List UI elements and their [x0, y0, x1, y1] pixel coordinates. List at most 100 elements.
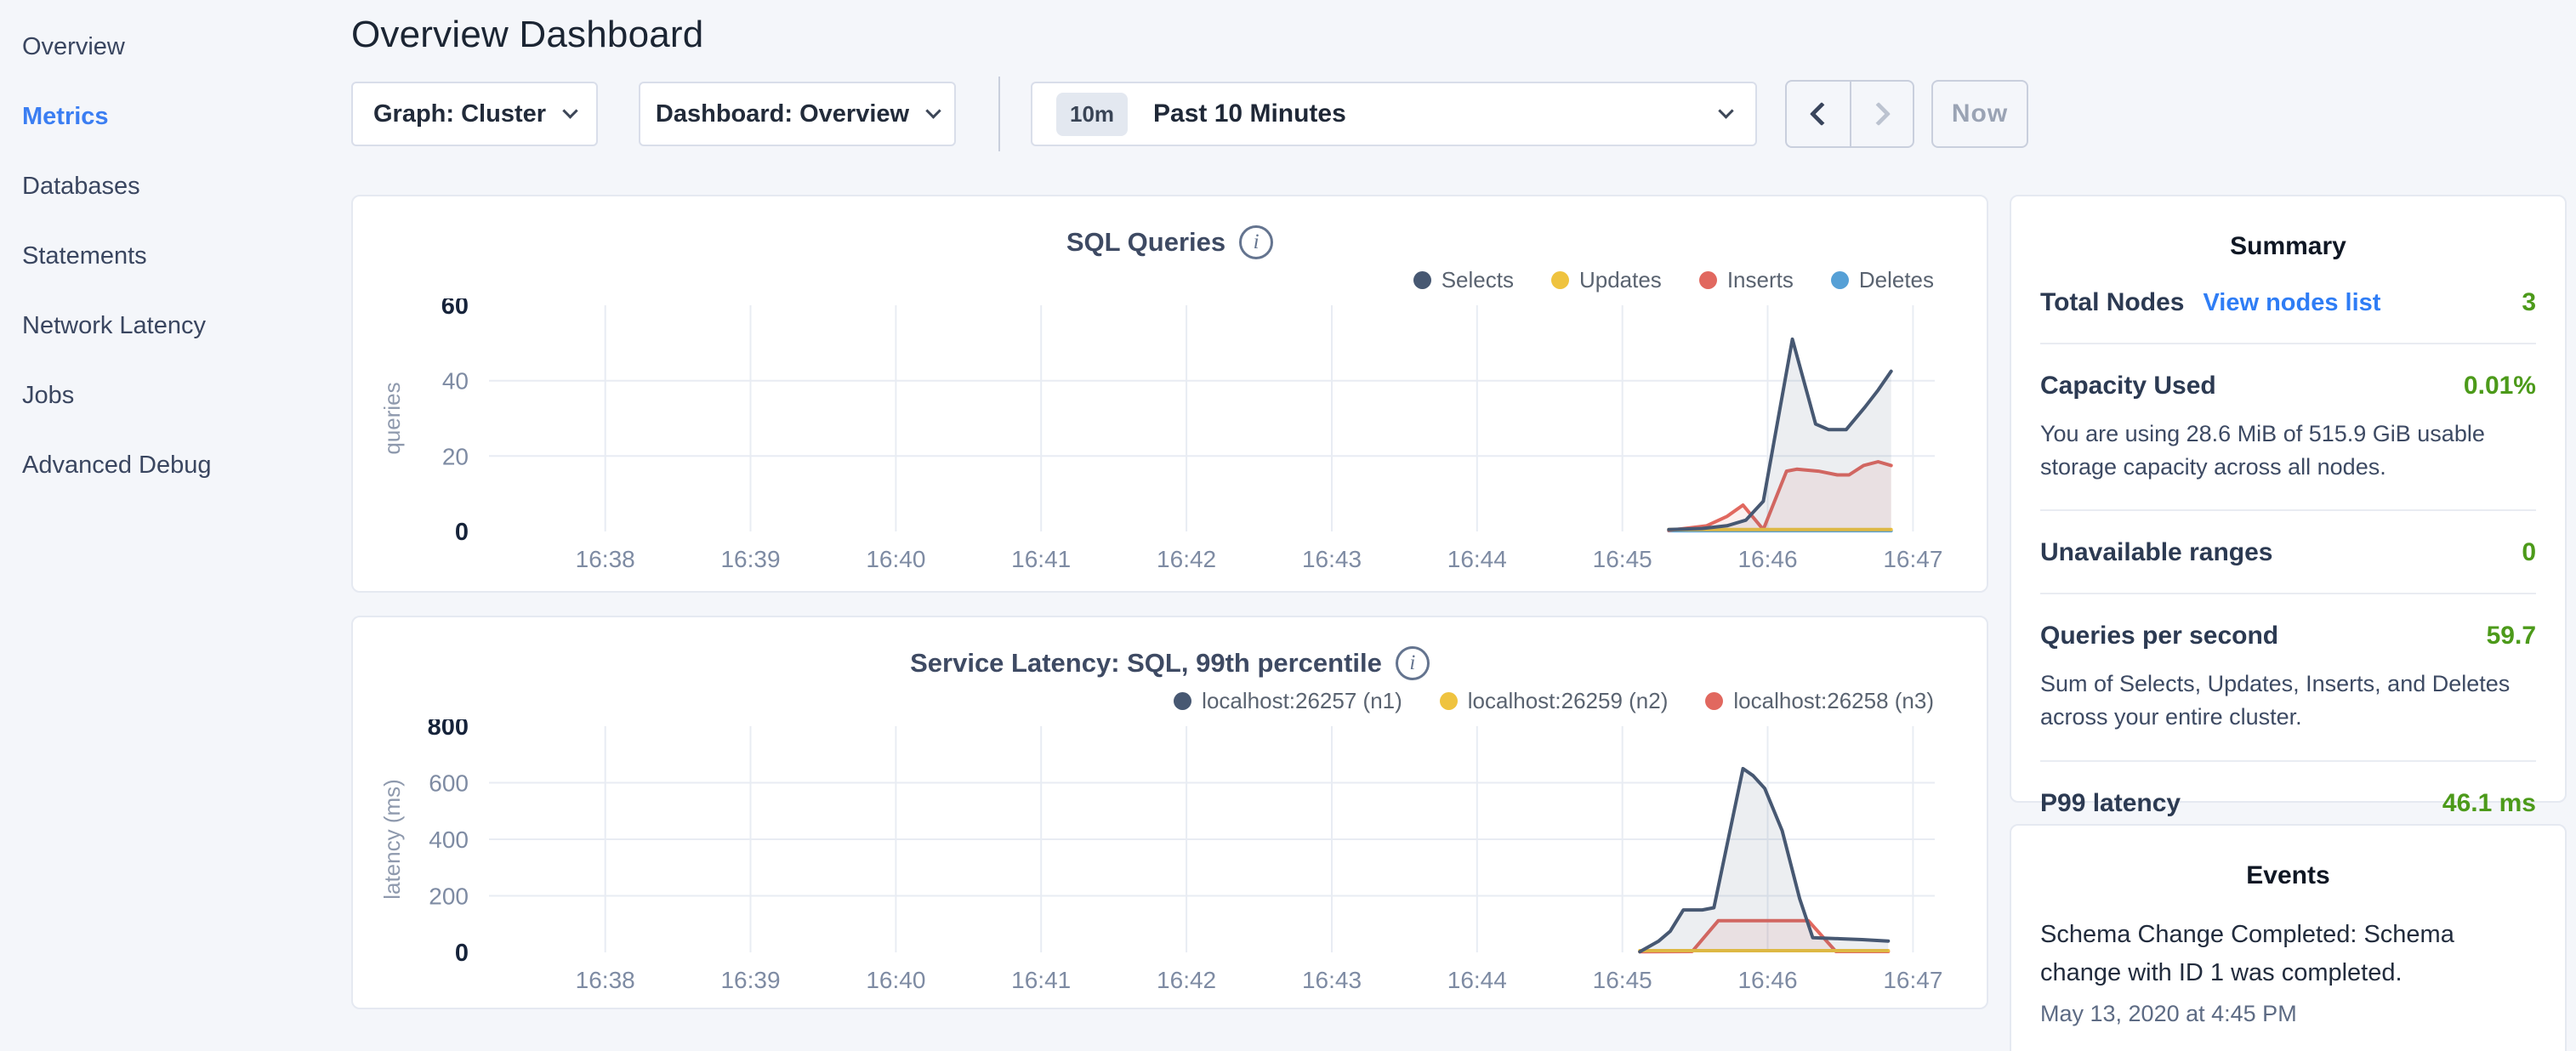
summary-row-top: Capacity Used 0.01%: [2040, 372, 2536, 401]
chevron-down-icon: [925, 103, 941, 118]
x-tick-label: 16:42: [1157, 967, 1216, 993]
x-tick-label: 16:46: [1737, 546, 1797, 572]
dashboard-dropdown-label: Dashboard: Overview: [656, 100, 909, 128]
x-tick-label: 16:41: [1011, 967, 1071, 993]
events-title: Events: [2040, 861, 2536, 890]
y-tick-label: 200: [429, 883, 469, 910]
graph-dropdown[interactable]: Graph: Cluster: [351, 82, 598, 146]
legend-item: Inserts: [1699, 267, 1794, 293]
legend-dot-icon: [1551, 271, 1569, 289]
charts-column: SQL Queries i Selects Updates Inserts Delet…: [351, 195, 1988, 1009]
x-tick-label: 16:47: [1883, 967, 1942, 993]
y-tick-label: 40: [442, 368, 469, 395]
legend-dot-icon: [1699, 271, 1717, 289]
legend-item: Selects: [1413, 267, 1514, 293]
time-window-badge: 10m: [1056, 93, 1128, 136]
legend-dot-icon: [1440, 692, 1458, 710]
legend-item: Deletes: [1831, 267, 1934, 293]
summary-row-description: You are using 28.6 MiB of 515.9 GiB usab…: [2040, 418, 2536, 484]
summary-row-value: 0.01%: [2464, 372, 2536, 401]
events-panel: Events Schema Change Completed: Schema c…: [2010, 824, 2567, 1051]
y-tick-label: 60: [441, 298, 469, 320]
page-title: Overview Dashboard: [351, 14, 2576, 56]
y-tick-label: 600: [429, 770, 469, 797]
sidebar-item-jobs[interactable]: Jobs: [22, 361, 340, 430]
summary-row-top: P99 latency 46.1 ms: [2040, 789, 2536, 818]
summary-row-label: P99 latency: [2040, 789, 2181, 818]
y-tick-label: 0: [455, 519, 469, 546]
x-tick-label: 16:39: [720, 967, 780, 993]
summary-row-capacity-used: Capacity Used 0.01% You are using 28.6 M…: [2040, 344, 2536, 511]
chart-legend: Selects Updates Inserts Deletes: [353, 264, 1987, 295]
chevron-down-icon: [562, 103, 577, 118]
summary-row-label: Queries per second: [2040, 622, 2278, 650]
summary-row-value: 46.1 ms: [2442, 789, 2536, 818]
summary-row-top: Unavailable ranges 0: [2040, 538, 2536, 567]
chart-title-row: Service Latency: SQL, 99th percentile i: [353, 645, 1987, 682]
content-row: SQL Queries i Selects Updates Inserts Delet…: [351, 195, 2576, 1051]
time-pager: [1785, 80, 1914, 148]
summary-row-value: 3: [2522, 288, 2536, 317]
chart-title: Service Latency: SQL, 99th percentile: [910, 648, 1382, 679]
chevron-right-icon: [1867, 102, 1891, 126]
x-tick-label: 16:41: [1011, 546, 1071, 572]
summary-row-top: Queries per second 59.7: [2040, 622, 2536, 650]
info-icon[interactable]: i: [1396, 646, 1430, 680]
chart-title-row: SQL Queries i: [353, 224, 1987, 261]
x-tick-label: 16:40: [866, 546, 925, 572]
x-tick-label: 16:38: [576, 546, 635, 572]
chevron-down-icon: [1718, 103, 1733, 118]
time-window-label: Past 10 Minutes: [1153, 99, 1346, 128]
legend-dot-icon: [1705, 692, 1723, 710]
main-content: Overview Dashboard Graph: Cluster Dashbo…: [340, 0, 2576, 1051]
legend-item: localhost:26259 (n2): [1440, 688, 1669, 714]
summary-row-description: Sum of Selects, Updates, Inserts, and De…: [2040, 668, 2536, 734]
controls-divider: [998, 77, 1000, 151]
right-column: Summary Total Nodes View nodes list 3 Ca…: [2010, 195, 2567, 1051]
event-timestamp: May 13, 2020 at 4:45 PM: [2040, 1001, 2536, 1027]
sidebar-item-databases[interactable]: Databases: [22, 151, 340, 221]
x-tick-label: 16:44: [1447, 546, 1507, 572]
now-button[interactable]: Now: [1931, 80, 2028, 148]
x-tick-label: 16:46: [1737, 967, 1797, 993]
x-tick-label: 16:42: [1157, 546, 1216, 572]
x-tick-label: 16:43: [1302, 546, 1362, 572]
controls-row: Graph: Cluster Dashboard: Overview 10m P…: [351, 82, 2576, 146]
x-tick-label: 16:40: [866, 967, 925, 993]
sidebar-item-overview[interactable]: Overview: [22, 12, 340, 82]
x-tick-label: 16:44: [1447, 967, 1507, 993]
sidebar-item-advanced-debug[interactable]: Advanced Debug: [22, 430, 340, 500]
sidebar-item-metrics[interactable]: Metrics: [22, 82, 340, 151]
summary-row-label: Unavailable ranges: [2040, 538, 2272, 567]
sidebar-item-statements[interactable]: Statements: [22, 221, 340, 291]
prev-time-button[interactable]: [1787, 82, 1850, 146]
sql-queries-plot: 16:3816:3916:4016:4116:4216:4316:4416:45…: [366, 298, 1973, 579]
next-time-button[interactable]: [1850, 82, 1913, 146]
summary-title: Summary: [2040, 232, 2536, 261]
sidebar-item-network-latency[interactable]: Network Latency: [22, 291, 340, 361]
legend-item: Updates: [1551, 267, 1662, 293]
summary-row-label: Capacity Used: [2040, 372, 2216, 401]
event-list-item[interactable]: Schema Change Completed: Schema change w…: [2040, 916, 2536, 1027]
series-area: [1640, 769, 1888, 952]
summary-panel: Summary Total Nodes View nodes list 3 Ca…: [2010, 195, 2567, 803]
legend-dot-icon: [1174, 692, 1191, 710]
summary-row-value: 59.7: [2487, 622, 2536, 650]
event-message: Schema Change Completed: Schema change w…: [2040, 916, 2536, 992]
y-axis-label: queries: [379, 382, 405, 454]
y-tick-label: 800: [428, 719, 469, 741]
x-tick-label: 16:45: [1593, 967, 1652, 993]
view-nodes-list-link[interactable]: View nodes list: [2203, 289, 2380, 317]
info-icon[interactable]: i: [1239, 225, 1273, 259]
summary-row-total-nodes: Total Nodes View nodes list 3: [2040, 261, 2536, 344]
x-tick-label: 16:43: [1302, 967, 1362, 993]
sidebar-nav: Overview Metrics Databases Statements Ne…: [22, 12, 340, 500]
legend-item: localhost:26257 (n1): [1174, 688, 1402, 714]
time-range-picker[interactable]: 10m Past 10 Minutes: [1031, 82, 1757, 146]
dashboard-dropdown[interactable]: Dashboard: Overview: [639, 82, 956, 146]
chevron-left-icon: [1810, 102, 1834, 126]
chart-legend: localhost:26257 (n1) localhost:26259 (n2)…: [353, 685, 1987, 716]
x-tick-label: 16:39: [720, 546, 780, 572]
x-tick-label: 16:47: [1883, 546, 1942, 572]
graph-dropdown-label: Graph: Cluster: [373, 100, 546, 128]
